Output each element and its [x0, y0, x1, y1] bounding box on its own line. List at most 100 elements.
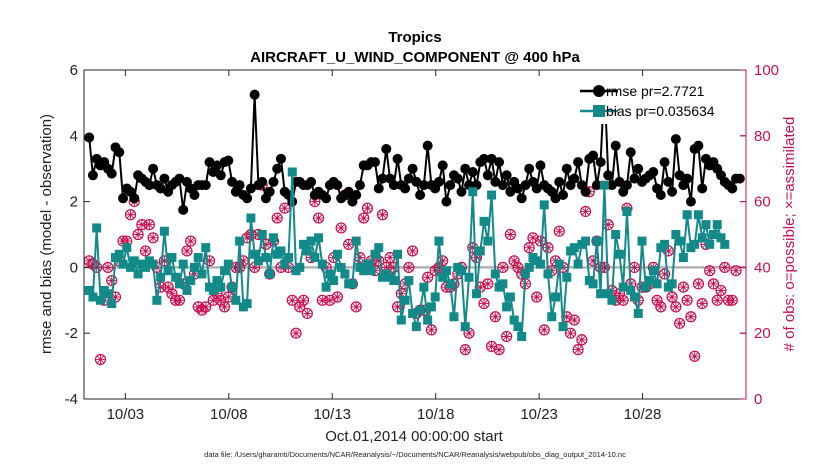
obs-possible-marker [335, 222, 347, 234]
obs-assimilated-marker [156, 282, 166, 292]
bias-point [599, 180, 609, 190]
obs-possible-marker [681, 294, 693, 306]
obs-point [707, 278, 720, 290]
legend-marker-rmse [593, 85, 605, 97]
obs-possible-marker [531, 291, 543, 303]
obs-possible-marker [489, 311, 501, 323]
obs-possible-marker [331, 291, 343, 303]
obs-assimilated-marker [475, 282, 485, 292]
bias-point [543, 269, 553, 279]
bias-point [614, 249, 624, 259]
obs-possible-marker [719, 261, 731, 273]
rmse-point [306, 176, 317, 187]
obs-assimilated-marker [682, 295, 692, 305]
rmse-point [561, 163, 572, 174]
rmse-point [595, 157, 606, 168]
obs-point [403, 261, 415, 273]
obs-assimilated-marker [144, 220, 154, 230]
obs-possible-marker [730, 265, 742, 277]
bias-point [423, 315, 433, 325]
rmse-point [479, 153, 490, 164]
bias-point [92, 223, 102, 233]
rmse-point [573, 157, 584, 168]
bias-point [189, 262, 199, 272]
bias-point [321, 282, 331, 292]
rmse-point [490, 176, 501, 187]
rmse-point [614, 176, 625, 187]
rmse-point [373, 183, 384, 194]
bias-point [682, 210, 692, 220]
bias-point [220, 266, 230, 276]
obs-assimilated-marker [393, 302, 403, 312]
obs-assimilated-marker [167, 289, 177, 299]
obs-possible-marker [459, 344, 471, 356]
bias-point [547, 312, 557, 322]
rmse-point [422, 140, 433, 151]
bias-point [216, 282, 226, 292]
y2-tick-label: 0 [754, 391, 762, 408]
obs-possible-marker [651, 294, 663, 306]
rmse-point [377, 173, 388, 184]
rmse-point [415, 190, 426, 201]
obs-possible-marker [429, 265, 441, 277]
obs-assimilated-marker [355, 253, 365, 263]
obs-assimilated-marker [502, 331, 512, 341]
obs-point [437, 255, 449, 267]
obs-point [527, 232, 539, 244]
rmse-point [494, 157, 505, 168]
bias-point [483, 236, 493, 246]
bias-point [498, 279, 508, 289]
obs-point [132, 228, 144, 241]
obs-assimilated-marker [351, 302, 361, 312]
bias-point [265, 269, 275, 279]
bias-point [283, 253, 293, 263]
obs-point [124, 209, 137, 221]
bias-point [122, 243, 132, 253]
obs-possible-marker [185, 235, 197, 247]
obs-assimilated-marker [663, 246, 673, 256]
obs-possible-marker [294, 301, 306, 313]
obs-possible-marker [422, 271, 434, 283]
obs-point [358, 212, 370, 224]
legend-label-rmse: rmse pr=2.7721 [606, 83, 705, 99]
obs-point [568, 314, 580, 326]
obs-possible-marker [568, 314, 580, 326]
bias-point [242, 299, 252, 309]
obs-assimilated-marker [554, 226, 564, 236]
obs-assimilated-marker [483, 279, 493, 289]
obs-assimilated-marker [317, 295, 327, 305]
obs-possible-marker [407, 245, 419, 257]
rmse-point [633, 163, 644, 174]
x-axis-label: Oct.01,2014 00:00:00 start [325, 428, 503, 445]
bias-point [720, 239, 730, 249]
obs-assimilated-marker [629, 262, 639, 272]
rmse-point [531, 183, 542, 194]
bias-point [430, 292, 440, 302]
bias-point [114, 249, 124, 259]
obs-assimilated-marker [159, 256, 169, 266]
bias-point [618, 282, 628, 292]
bias-point [716, 233, 726, 243]
rmse-point [520, 180, 531, 191]
obs-point [331, 291, 343, 303]
obs-assimilated-marker [603, 220, 613, 230]
obs-point [391, 301, 404, 313]
obs-assimilated-marker [126, 210, 136, 220]
obs-point [542, 242, 554, 254]
obs-point [580, 205, 592, 218]
obs-possible-marker [312, 212, 325, 224]
rmse-point [321, 193, 332, 204]
rmse-point [569, 173, 580, 184]
obs-possible-marker [301, 307, 313, 320]
rmse-point [580, 186, 591, 197]
rmse-point [403, 173, 414, 184]
bias-point [520, 269, 530, 279]
rmse-point [610, 140, 621, 151]
obs-point [335, 222, 347, 234]
obs-point [376, 209, 389, 221]
bias-point [314, 233, 324, 243]
obs-possible-marker [658, 268, 671, 280]
obs-assimilated-marker [716, 285, 726, 295]
obs-possible-marker [674, 317, 686, 329]
